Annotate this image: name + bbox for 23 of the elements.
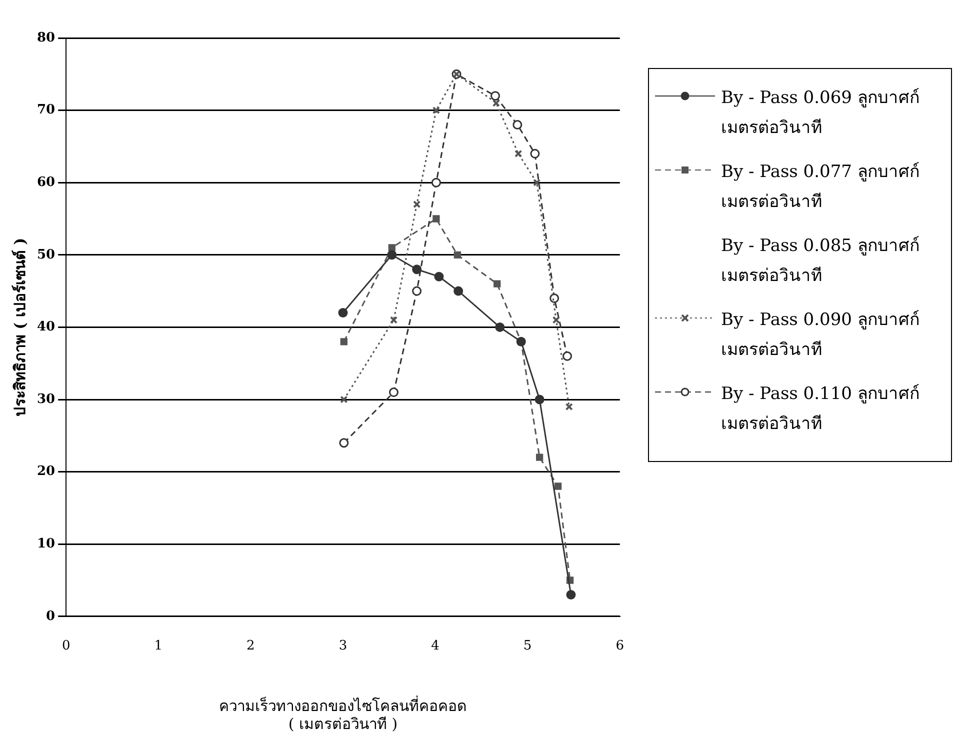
y-tick-label: 10 bbox=[36, 536, 56, 552]
x-tick-label: 6 bbox=[616, 638, 624, 654]
legend-label: By - Pass 0.090 ลูกบาศก์เมตรต่อวินาที bbox=[721, 309, 920, 362]
legend-label: By - Pass 0.077 ลูกบาศก์เมตรต่อวินาที bbox=[721, 161, 920, 214]
y-axis-title: ประสิทธิภาพ ( เปอร์เซนต์ ) bbox=[10, 238, 29, 417]
x-axis-title: ความเร็วทางออกของไซโคลนที่คอคอด ( เมตรต่อวินาที ) bbox=[218, 694, 467, 733]
x-tick-label: 3 bbox=[338, 638, 348, 654]
legend-label: By - Pass 0.069 ลูกบาศก์เมตรต่อวินาที bbox=[721, 87, 920, 140]
x-tick-label: 0 bbox=[62, 638, 70, 654]
y-tick-label: 0 bbox=[46, 608, 56, 624]
x-tick-label: 4 bbox=[431, 638, 440, 654]
text: By - Pass 0.085 ลูกบาศก์เมตรต่อวินาที bbox=[721, 235, 920, 288]
x-tick-label: 1 bbox=[154, 638, 163, 654]
legend-label: By - Pass 0.110 ลูกบาศก์เมตรต่อวินาที bbox=[721, 383, 920, 436]
y-tick-label: 70 bbox=[36, 102, 56, 118]
y-tick-label: 30 bbox=[36, 392, 56, 407]
y-tick-label: 60 bbox=[36, 174, 56, 190]
y-tick-label: 50 bbox=[36, 247, 56, 262]
x-tick-label: 2 bbox=[246, 638, 255, 654]
y-tick-label: 80 bbox=[36, 30, 56, 46]
y-tick-label: 40 bbox=[36, 320, 56, 335]
x-tick-label: 5 bbox=[523, 638, 532, 654]
y-tick-label: 20 bbox=[36, 464, 56, 480]
